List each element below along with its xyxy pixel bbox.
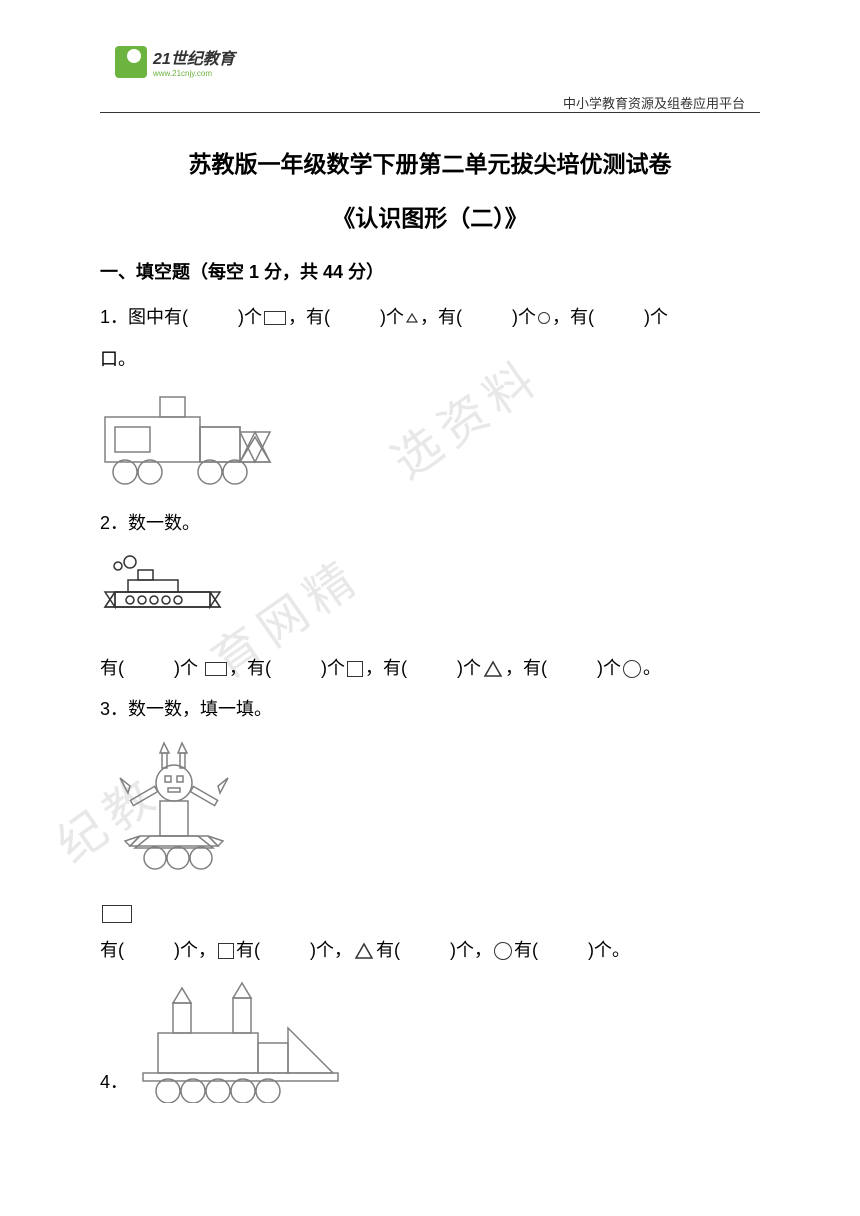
q1-figure	[100, 387, 760, 492]
q4-figure	[133, 973, 353, 1103]
q2-title: 2．数一数。	[100, 504, 760, 544]
header-line	[100, 112, 760, 113]
q4-title: 4．	[100, 1063, 128, 1103]
q3-title: 3．数一数，填一填。	[100, 690, 760, 730]
q2-line: 有()个 ，有()个，有()个，有()个。	[100, 649, 760, 689]
title2: 《认识图形（二）》	[100, 199, 760, 233]
circle-icon	[623, 660, 641, 678]
q2-figure	[100, 552, 760, 637]
logo-icon	[115, 46, 147, 78]
logo: 21世纪教育 www.21cnjy.com	[115, 45, 235, 78]
title1: 苏教版一年级数学下册第二单元拔尖培优测试卷	[100, 145, 760, 179]
logo-sub: www.21cnjy.com	[153, 69, 235, 78]
q1-line2: 口。	[100, 340, 760, 380]
section-title: 一、填空题（每空 1 分，共 44 分）	[100, 258, 760, 284]
logo-main: 21世纪教育	[153, 45, 235, 69]
triangle-icon	[406, 313, 418, 323]
circle-icon	[538, 312, 550, 324]
q3-line: 有()个，有()个，有()个，有()个。	[100, 931, 760, 971]
triangle-icon	[354, 942, 374, 960]
q3-figure	[100, 738, 760, 893]
q1-line1: 1．图中有()个，有()个，有()个，有()个	[100, 298, 760, 338]
header-right: 中小学教育资源及组卷应用平台	[563, 93, 745, 112]
rect-icon	[205, 662, 227, 676]
circle-icon	[494, 942, 512, 960]
square-icon	[347, 661, 363, 677]
square-icon	[218, 943, 234, 959]
q4: 4．	[100, 973, 760, 1103]
rect-icon	[264, 311, 286, 325]
q3-rect-icon	[100, 905, 760, 923]
triangle-icon	[483, 660, 503, 678]
